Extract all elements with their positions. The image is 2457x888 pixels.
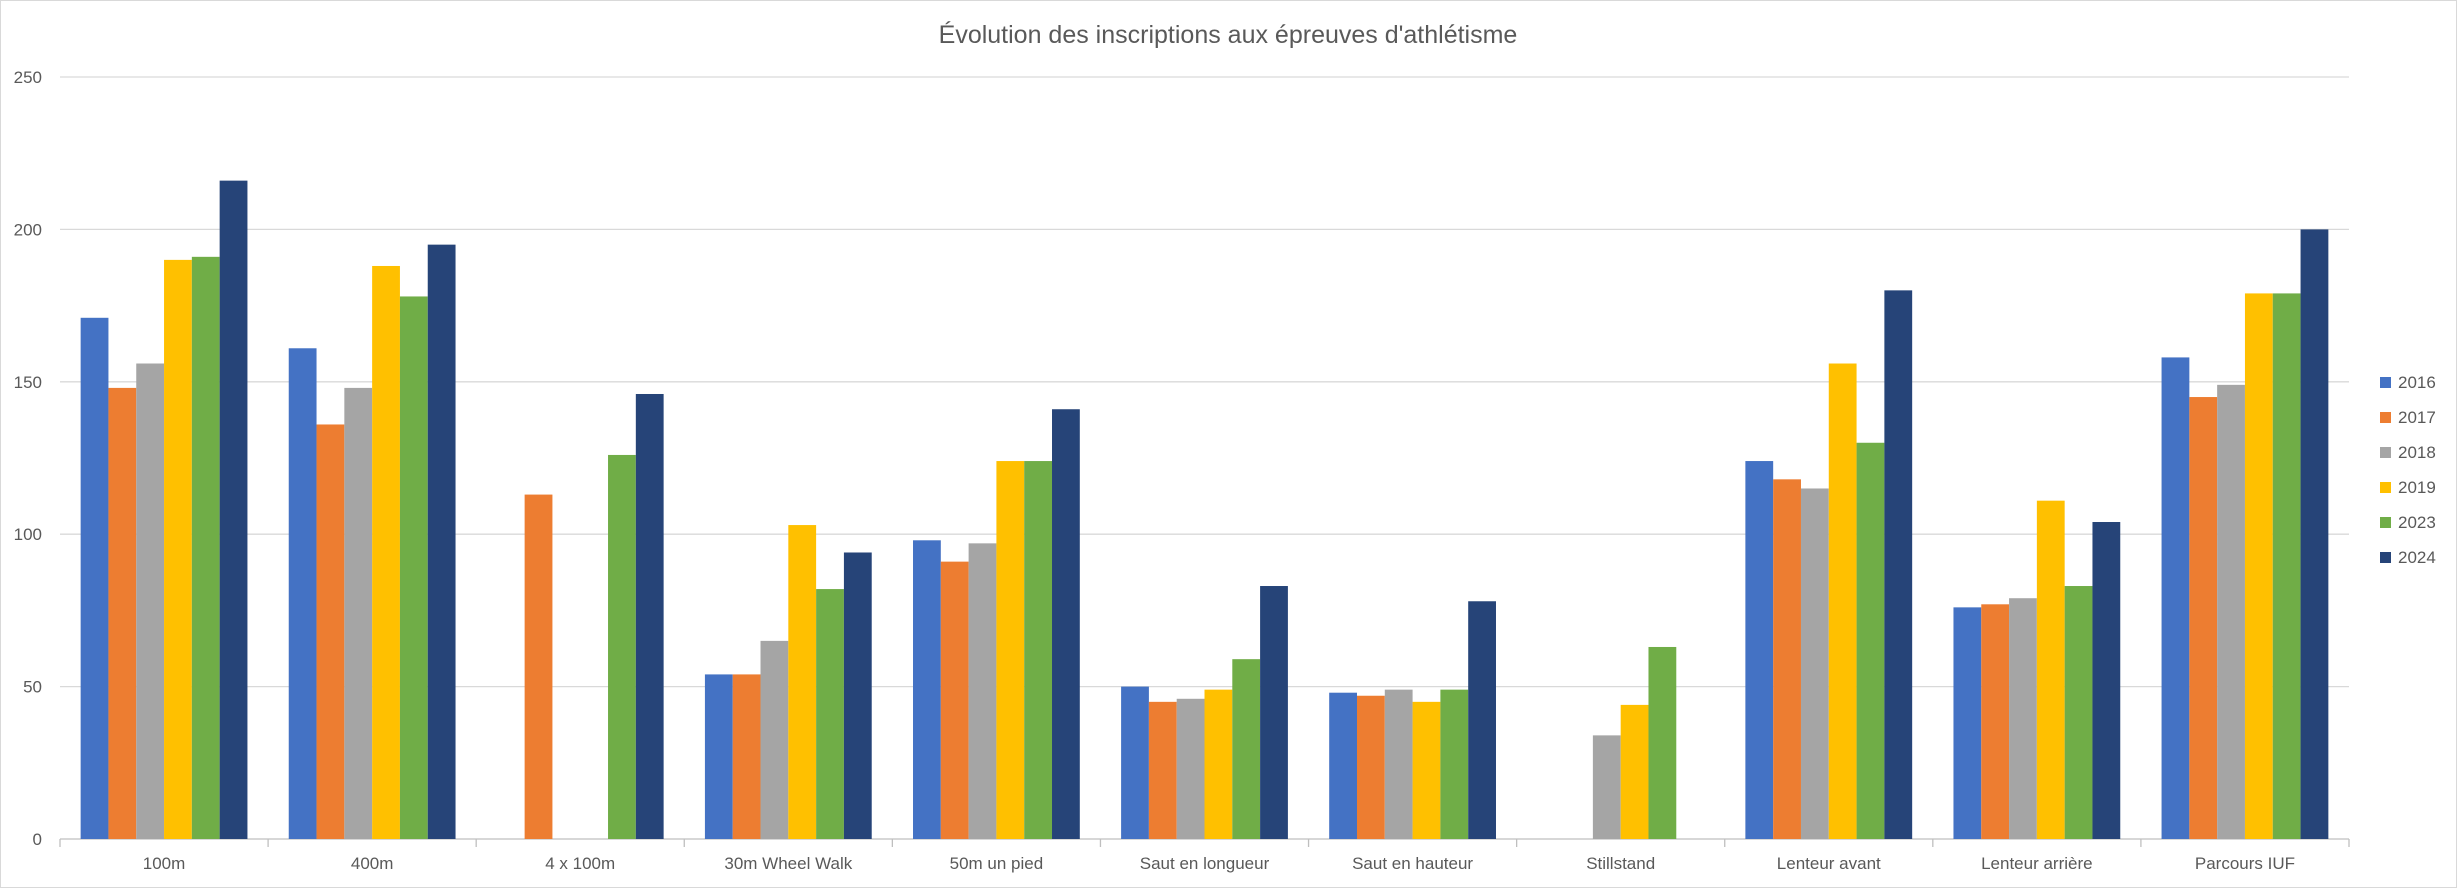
bar-2024 bbox=[1052, 409, 1080, 839]
bar-2016 bbox=[80, 317, 109, 839]
x-tick-label: Saut en longueur bbox=[1140, 854, 1270, 873]
bar-2018 bbox=[1176, 698, 1205, 839]
bar-2023 bbox=[2064, 586, 2093, 839]
y-tick-label: 150 bbox=[14, 373, 42, 392]
bar-2017 bbox=[316, 424, 345, 839]
legend-swatch bbox=[2380, 412, 2391, 423]
bar-2023 bbox=[1232, 659, 1261, 839]
bar-2017 bbox=[1773, 479, 1801, 839]
bar-2016 bbox=[913, 540, 941, 839]
bar-2017 bbox=[1148, 701, 1177, 839]
bar-2024 bbox=[843, 552, 872, 839]
bar-2016 bbox=[1953, 607, 1982, 839]
bar-2024 bbox=[2300, 229, 2329, 839]
bar-2024 bbox=[1884, 290, 1913, 839]
bar-2018 bbox=[1800, 488, 1829, 839]
legend-label: 2018 bbox=[2398, 443, 2436, 462]
bar-2023 bbox=[191, 256, 220, 839]
legend-swatch bbox=[2380, 447, 2391, 458]
legend-swatch bbox=[2380, 517, 2391, 528]
bar-2023 bbox=[1024, 461, 1053, 839]
bar-2017 bbox=[108, 387, 137, 839]
x-tick-label: Lenteur arrière bbox=[1981, 854, 2093, 873]
bar-2016 bbox=[2161, 357, 2190, 839]
bar-2023 bbox=[816, 589, 844, 839]
bar-2016 bbox=[288, 348, 317, 839]
bar-2024 bbox=[1260, 586, 1288, 839]
legend-swatch bbox=[2380, 377, 2391, 388]
bar-2023 bbox=[1856, 442, 1885, 839]
x-tick-label: 30m Wheel Walk bbox=[724, 854, 852, 873]
bar-2019 bbox=[1204, 689, 1233, 839]
bar-2024 bbox=[1468, 601, 1496, 839]
bar-2024 bbox=[427, 244, 456, 839]
bar-2024 bbox=[2092, 522, 2121, 839]
bar-2023 bbox=[1440, 689, 1469, 839]
y-tick-label: 0 bbox=[33, 830, 42, 849]
y-tick-label: 50 bbox=[23, 678, 42, 697]
y-tick-label: 200 bbox=[14, 220, 42, 239]
x-tick-label: 400m bbox=[351, 854, 394, 873]
bar-2023 bbox=[2272, 293, 2301, 840]
x-tick-label: Saut en hauteur bbox=[1352, 854, 1473, 873]
bar-2017 bbox=[1981, 604, 2010, 839]
legend-label: 2017 bbox=[2398, 408, 2436, 427]
bar-2017 bbox=[1356, 695, 1385, 839]
legend-label: 2024 bbox=[2398, 548, 2436, 567]
x-tick-label: Parcours IUF bbox=[2195, 854, 2295, 873]
x-tick-label: Stillstand bbox=[1586, 854, 1655, 873]
bar-2018 bbox=[2217, 384, 2245, 839]
y-tick-label: 100 bbox=[14, 525, 42, 544]
bar-2019 bbox=[788, 525, 817, 839]
legend-swatch bbox=[2380, 482, 2391, 493]
bar-2016 bbox=[1329, 692, 1357, 839]
bar-2019 bbox=[164, 259, 192, 839]
bar-2017 bbox=[2189, 397, 2218, 839]
bar-2018 bbox=[1592, 735, 1621, 839]
bar-2019 bbox=[2244, 293, 2273, 840]
bar-2024 bbox=[219, 180, 248, 839]
bar-2016 bbox=[1745, 461, 1774, 839]
bar-2019 bbox=[996, 461, 1025, 839]
chart-title: Évolution des inscriptions aux épreuves … bbox=[939, 20, 1518, 49]
bar-2018 bbox=[1384, 689, 1413, 839]
y-tick-label: 250 bbox=[14, 68, 42, 87]
bar-2016 bbox=[1121, 686, 1149, 839]
bar-2018 bbox=[760, 640, 789, 839]
bar-2016 bbox=[704, 674, 733, 839]
bar-2019 bbox=[1412, 701, 1441, 839]
bar-2017 bbox=[940, 561, 969, 839]
x-tick-label: 50m un pied bbox=[950, 854, 1044, 873]
bars bbox=[80, 180, 2329, 840]
bar-2023 bbox=[399, 296, 428, 839]
bar-2019 bbox=[1828, 363, 1857, 839]
legend-label: 2023 bbox=[2398, 513, 2436, 532]
bar-2018 bbox=[2009, 598, 2037, 839]
x-tick-label: 4 x 100m bbox=[545, 854, 615, 873]
bar-2019 bbox=[2036, 500, 2065, 839]
legend-label: 2019 bbox=[2398, 478, 2436, 497]
bar-2017 bbox=[732, 674, 761, 839]
bar-2019 bbox=[372, 265, 400, 839]
legend-label: 2016 bbox=[2398, 373, 2436, 392]
bar-2018 bbox=[968, 543, 997, 839]
bar-2024 bbox=[635, 393, 664, 839]
legend: 2016 2017 2018 2019 2023 2024 bbox=[2380, 373, 2436, 567]
bar-2019 bbox=[1620, 704, 1649, 839]
bar-2023 bbox=[608, 454, 636, 839]
bar-2017 bbox=[524, 494, 553, 839]
bar-2018 bbox=[344, 387, 373, 839]
legend-swatch bbox=[2380, 552, 2391, 563]
x-tick-label: Lenteur avant bbox=[1777, 854, 1881, 873]
bar-2018 bbox=[136, 363, 165, 839]
bar-2023 bbox=[1648, 646, 1677, 839]
x-tick-label: 100m bbox=[143, 854, 186, 873]
